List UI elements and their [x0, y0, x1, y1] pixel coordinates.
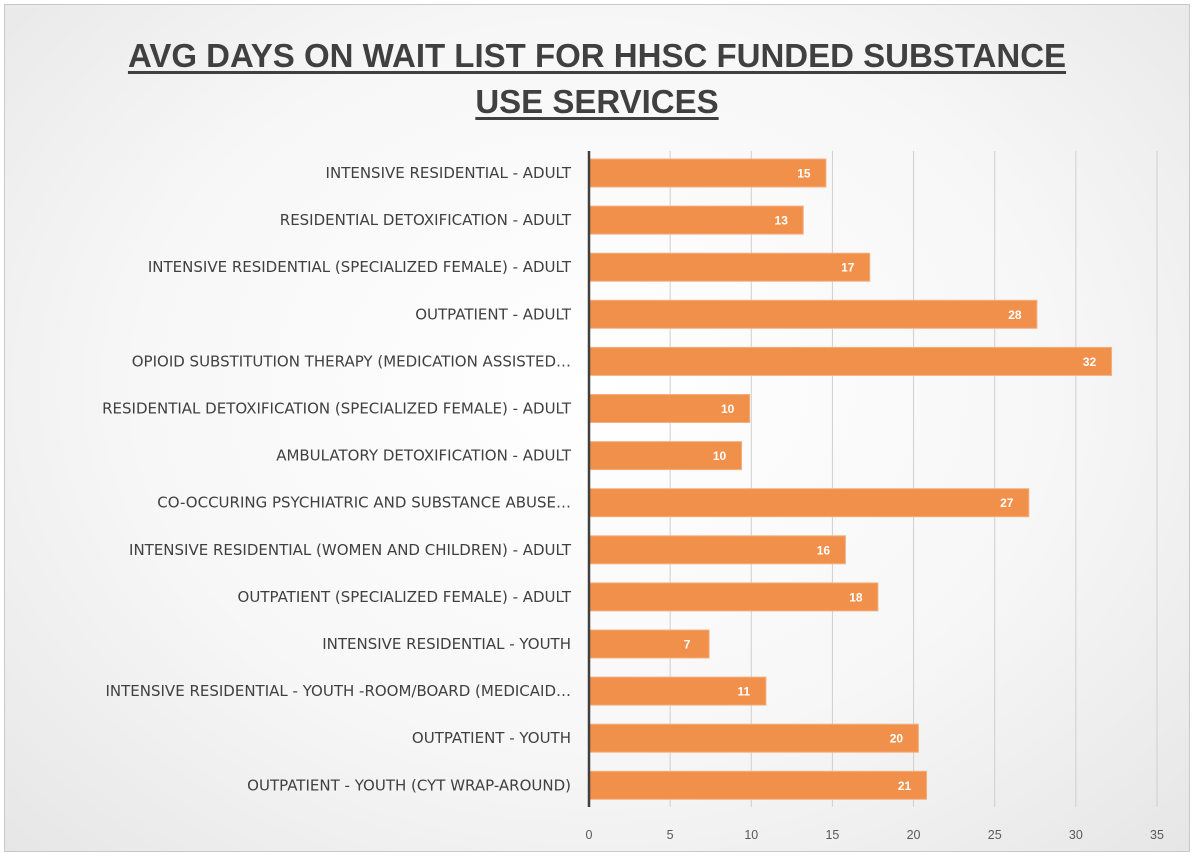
category-label: RESIDENTIAL DETOXIFICATION (SPECIALIZED … — [102, 400, 572, 418]
bar — [588, 441, 743, 471]
x-tick-labels: 0 5 10 15 20 25 30 35 — [586, 828, 1164, 842]
bar — [588, 582, 879, 612]
bar — [588, 158, 827, 188]
bar — [588, 629, 710, 659]
category-label: CO-OCCURING PSYCHIATRIC AND SUBSTANCE AB… — [157, 494, 571, 512]
chart-frame: AVG DAYS ON WAIT LIST FOR HHSC FUNDED SU… — [4, 4, 1190, 852]
bar — [588, 252, 871, 282]
x-tick-label: 15 — [825, 828, 839, 842]
data-label: 10 — [721, 402, 735, 416]
x-tick-label: 30 — [1069, 828, 1083, 842]
bar — [588, 488, 1030, 518]
data-label: 11 — [738, 685, 751, 699]
category-labels: INTENSIVE RESIDENTIAL - ADULT RESIDENTIAL… — [102, 164, 572, 794]
data-label: 10 — [713, 449, 727, 463]
data-label: 27 — [1000, 496, 1014, 510]
bar — [588, 770, 928, 800]
bar — [588, 299, 1038, 329]
data-label: 7 — [684, 638, 691, 652]
x-tick-label: 35 — [1150, 828, 1164, 842]
category-label: INTENSIVE RESIDENTIAL - YOUTH -ROOM/BOAR… — [105, 682, 571, 700]
data-label: 16 — [817, 543, 831, 557]
category-label: INTENSIVE RESIDENTIAL (WOMEN AND CHILDRE… — [129, 541, 572, 559]
data-label: 32 — [1083, 355, 1097, 369]
chart-title: AVG DAYS ON WAIT LIST FOR HHSC FUNDED SU… — [5, 33, 1189, 125]
bar — [588, 346, 1113, 376]
data-label: 21 — [898, 779, 912, 793]
data-label: 28 — [1008, 308, 1022, 322]
gridlines — [669, 151, 1158, 807]
data-label: 20 — [890, 732, 904, 746]
x-tick-label: 25 — [988, 828, 1002, 842]
category-label: INTENSIVE RESIDENTIAL (SPECIALIZED FEMAL… — [148, 258, 572, 276]
chart-title-line-2: USE SERVICES — [475, 83, 719, 120]
bar-chart-plot: 15 13 17 28 32 10 10 27 16 18 7 11 20 21 INTENSIVE RE… — [102, 151, 1164, 842]
data-label: 17 — [841, 261, 855, 275]
category-label: RESIDENTIAL DETOXIFICATION - ADULT — [280, 211, 572, 229]
x-tick-label: 20 — [907, 828, 921, 842]
x-tick-label: 10 — [744, 828, 758, 842]
x-tick-label: 0 — [586, 828, 593, 842]
bar — [588, 205, 804, 235]
bar — [588, 535, 846, 565]
category-label: INTENSIVE RESIDENTIAL - YOUTH — [322, 635, 571, 653]
category-label: AMBULATORY DETOXIFICATION - ADULT — [276, 447, 572, 465]
data-label: 13 — [775, 214, 789, 228]
category-label: OUTPATIENT - ADULT — [415, 305, 572, 323]
bar — [588, 394, 751, 423]
category-label: INTENSIVE RESIDENTIAL - ADULT — [326, 164, 572, 182]
x-tick-label: 5 — [667, 828, 674, 842]
category-label: OPIOID SUBSTITUTION THERAPY (MEDICATION … — [132, 352, 571, 370]
category-label: OUTPATIENT - YOUTH — [412, 729, 571, 747]
chart-title-line-1: AVG DAYS ON WAIT LIST FOR HHSC FUNDED SU… — [127, 37, 1067, 74]
data-label: 18 — [849, 590, 863, 604]
data-label: 15 — [797, 167, 811, 181]
bar — [588, 723, 919, 753]
category-label: OUTPATIENT (SPECIALIZED FEMALE) - ADULT — [238, 588, 572, 606]
bars: 15 13 17 28 32 10 10 27 16 18 7 11 20 21 — [588, 158, 1113, 800]
category-label: OUTPATIENT - YOUTH (CYT WRAP-AROUND) — [247, 776, 571, 794]
